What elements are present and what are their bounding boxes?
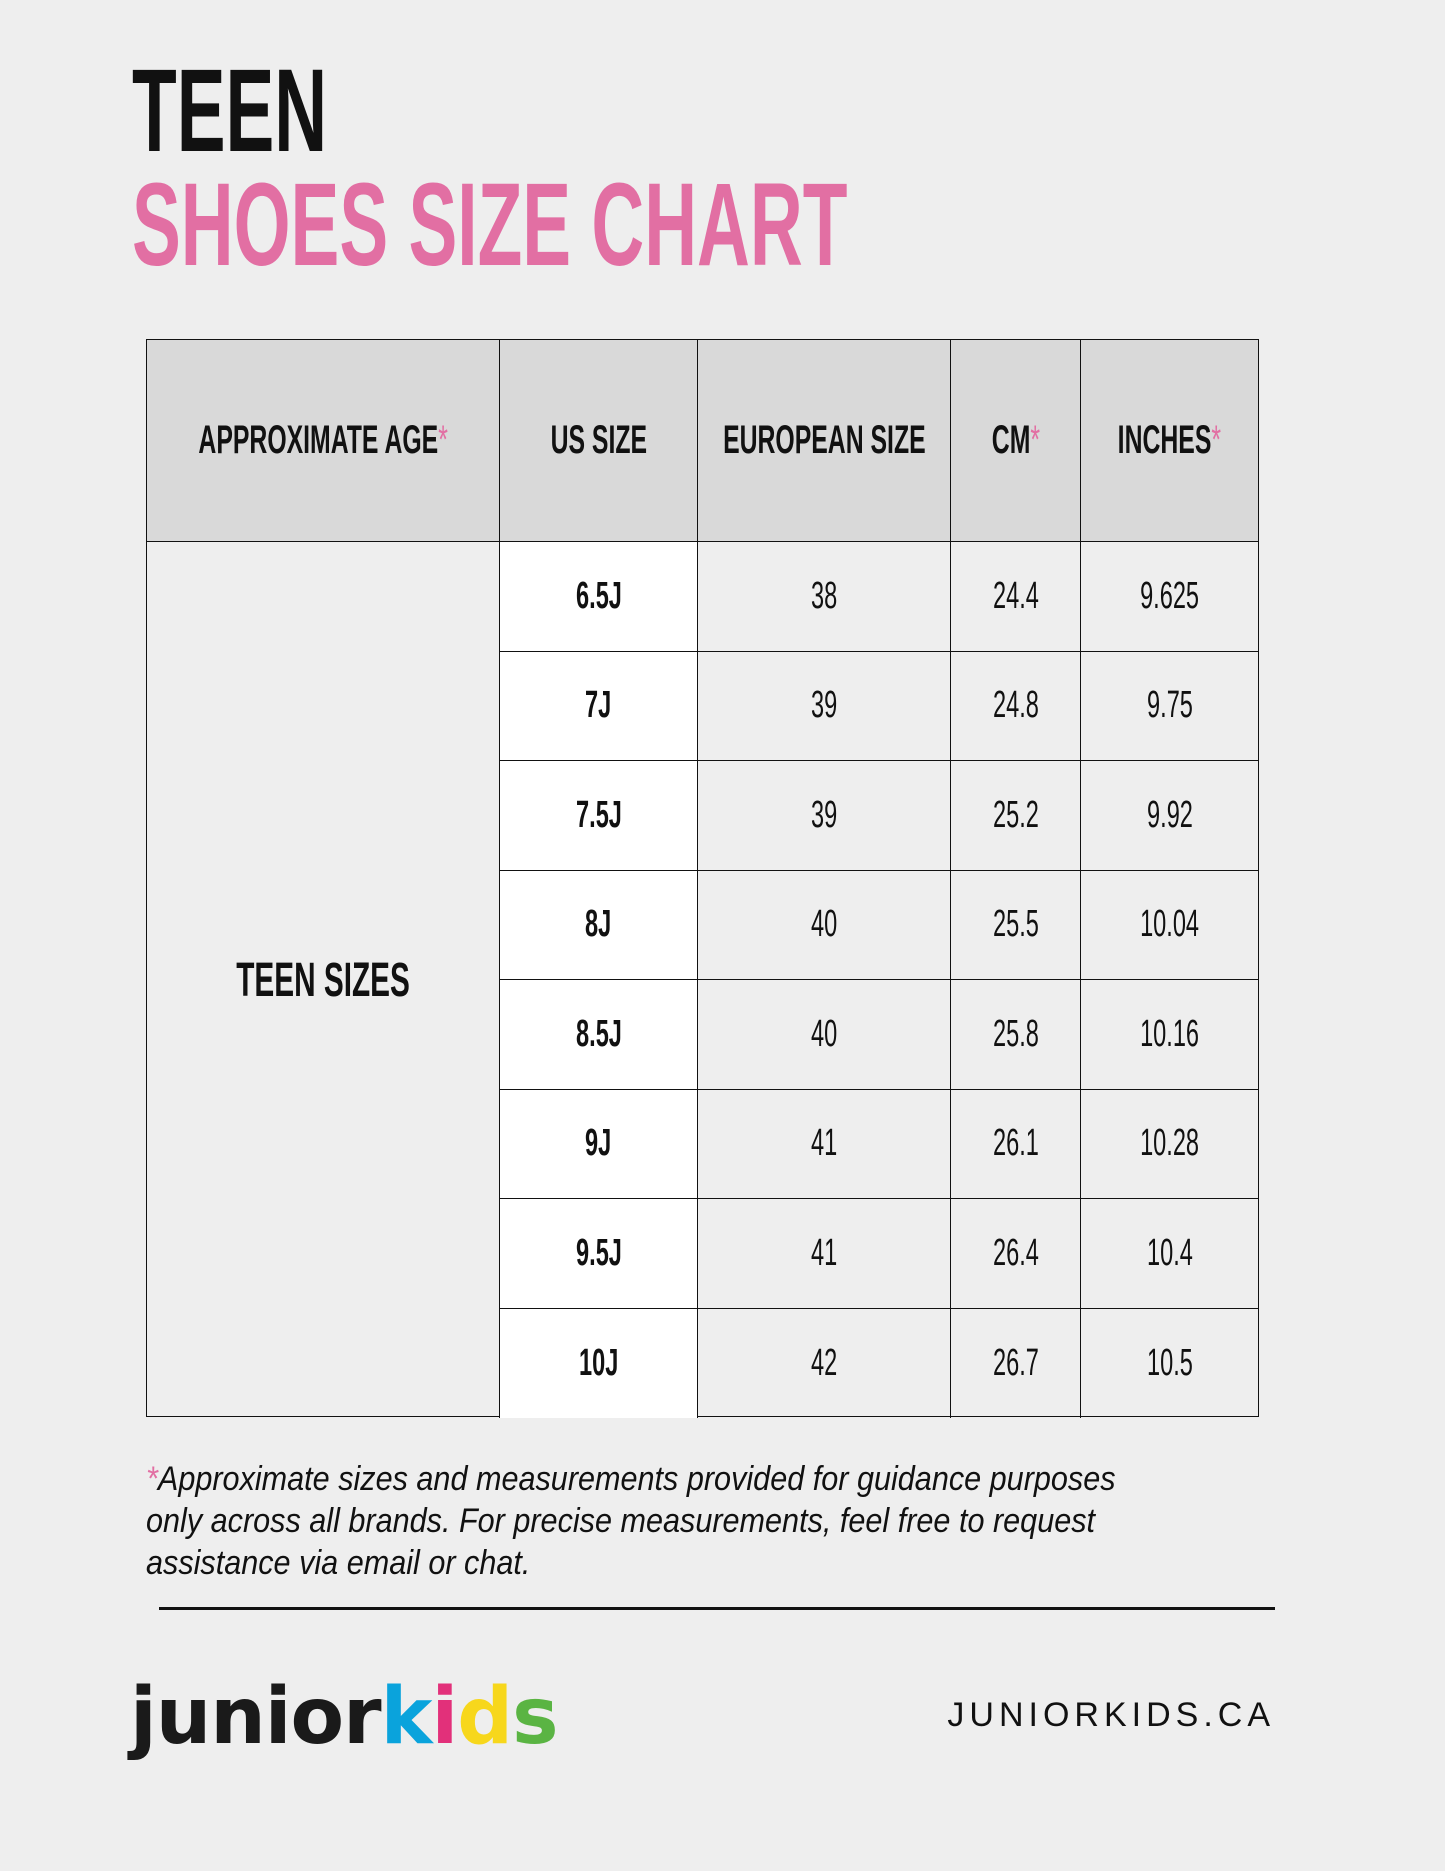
cell-value: 6.5J [575,574,622,617]
cell-value: 9J [585,1122,612,1165]
eu-size-cell: 40 [698,870,951,980]
title-line1: TEEN [132,45,328,177]
header-cell: EUROPEAN SIZE [698,340,951,542]
divider [159,1607,1275,1610]
cell-value: 39 [810,684,838,727]
cell-value: 10.28 [1140,1122,1199,1165]
us-size-cell: 7.5J [500,761,698,871]
inches-cell: 10.4 [1081,1199,1258,1309]
juniorkids-logo: juniorkids [130,1672,559,1762]
us-size-cell: 9J [500,1089,698,1199]
cell-value: 10.16 [1140,1012,1199,1055]
eu-size-cell: 40 [698,980,951,1090]
cell-value: 10.5 [1146,1341,1193,1384]
inches-cell: 10.04 [1081,871,1258,980]
inches-cell: 10.16 [1081,980,1258,1090]
us-size-cell: 6.5J [500,542,698,652]
cell-value: 25.2 [992,793,1039,836]
size-table: APPROXIMATE AGE* US SIZE EUROPEAN SIZE CM* I… [146,339,1259,1419]
website-link[interactable]: JUNIORKIDS.CA [947,1696,1275,1734]
group-label: TEEN SIZES [236,953,410,1007]
header-cell: APPROXIMATE AGE* [147,340,500,542]
us-size-cell: 8.5J [500,980,698,1090]
us-size-cell: 9.5J [500,1199,698,1309]
eu-size-cell: 39 [698,761,951,871]
cell-value: 26.1 [992,1122,1039,1165]
header-label: CM [991,418,1030,462]
eu-size-cell: 41 [698,1199,951,1309]
cm-cell: 25.2 [951,761,1081,871]
cm-cell: 24.4 [951,542,1081,652]
cell-value: 40 [810,1012,838,1055]
header-cell: US SIZE [500,340,698,542]
eu-size-cell: 38 [698,542,951,652]
header-label: US SIZE [550,418,647,462]
us-size-cell: 7J [500,651,698,761]
cm-cell: 24.8 [951,651,1081,761]
cm-cell: 25.8 [951,980,1081,1090]
cell-value: 24.4 [992,574,1039,617]
cell-value: 25.5 [992,903,1039,946]
inches-cell: 10.28 [1081,1090,1258,1199]
cell-value: 26.7 [992,1341,1039,1384]
cell-value: 39 [810,793,838,836]
cell-value: 10.04 [1140,903,1199,946]
cell-value: 42 [810,1341,838,1384]
cell-value: 26.4 [992,1231,1039,1274]
cell-value: 7J [585,684,612,727]
cell-value: 25.8 [992,1012,1039,1055]
us-size-cell: 8J [500,870,698,980]
asterisk: * [1211,418,1222,462]
asterisk: * [1029,418,1040,462]
cell-value: 9.75 [1146,684,1193,727]
cell-value: 24.8 [992,684,1039,727]
cell-value: 41 [810,1231,838,1274]
cell-value: 9.625 [1140,574,1199,617]
inches-cell: 9.92 [1081,761,1258,871]
group-label-cell: TEEN SIZES [147,542,500,1418]
footnote: *Approximate sizes and measurements prov… [146,1460,1116,1582]
cell-value: 40 [810,903,838,946]
header-label: APPROXIMATE AGE [198,418,439,462]
cell-value: 10J [578,1341,619,1384]
cell-value: 41 [810,1122,838,1165]
eu-size-cell: 41 [698,1089,951,1199]
cell-value: 10.4 [1146,1231,1193,1274]
inches-cell: 9.75 [1081,652,1258,761]
cell-value: 8J [585,903,612,946]
asterisk: * [438,418,448,462]
title-line2: SHOES SIZE CHART [132,159,848,291]
eu-size-cell: 42 [698,1308,951,1418]
eu-size-cell: 39 [698,651,951,761]
cell-value: 9.92 [1146,793,1193,836]
inches-cell: 9.625 [1081,542,1258,652]
footnote-asterisk: * [146,1460,158,1498]
inches-cell: 10.5 [1081,1309,1258,1419]
cm-cell: 26.1 [951,1089,1081,1199]
cell-value: 38 [810,574,838,617]
cm-cell: 26.4 [951,1199,1081,1309]
cm-cell: 26.7 [951,1308,1081,1418]
cell-value: 8.5J [575,1012,622,1055]
cell-value: 7.5J [575,793,622,836]
cm-cell: 25.5 [951,870,1081,980]
us-size-cell: 10J [500,1308,698,1418]
header-label: EUROPEAN SIZE [722,418,926,462]
header-cell: INCHES* [1081,340,1258,542]
header-cell: CM* [951,340,1081,542]
cell-value: 9.5J [575,1231,622,1274]
header-label: INCHES [1117,418,1212,462]
